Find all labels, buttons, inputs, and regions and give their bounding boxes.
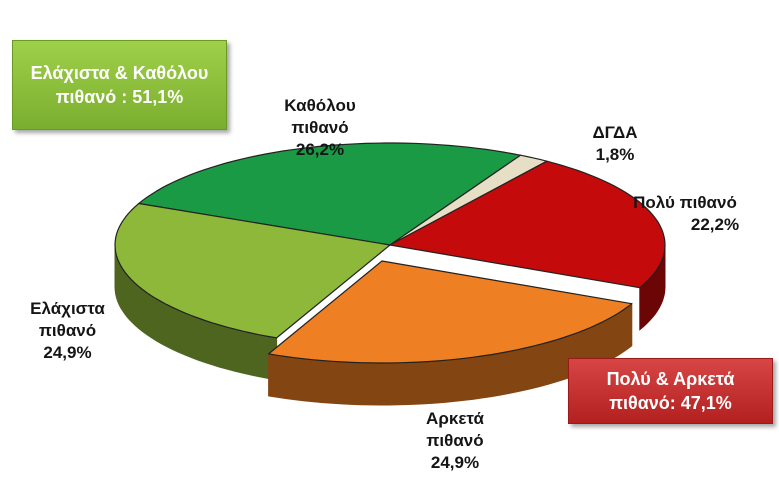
- slice: [268, 260, 633, 364]
- value-label: 1,8%: [595, 145, 635, 164]
- category-label: Ελάχιστα πιθανό: [30, 299, 105, 340]
- category-label: Πολύ πιθανό: [633, 193, 737, 212]
- value-label: 24,9%: [43, 343, 92, 362]
- annotation-box: Πολύ & Αρκετά πιθανό: 47,1%: [568, 358, 773, 424]
- value-label: 26,2%: [295, 140, 345, 159]
- value-label: 22,2%: [690, 215, 740, 234]
- category-label: Καθόλου πιθανό: [284, 96, 356, 137]
- value-label: 24,9%: [430, 453, 480, 472]
- annotation-box: Ελάχιστα & Καθόλου πιθανό : 51,1%: [12, 40, 227, 130]
- slice: [389, 160, 666, 289]
- slice: [114, 202, 391, 339]
- slice: [138, 142, 522, 246]
- category-label: ΔΓΔΑ: [592, 123, 638, 142]
- category-label: Αρκετά πιθανό: [426, 409, 484, 450]
